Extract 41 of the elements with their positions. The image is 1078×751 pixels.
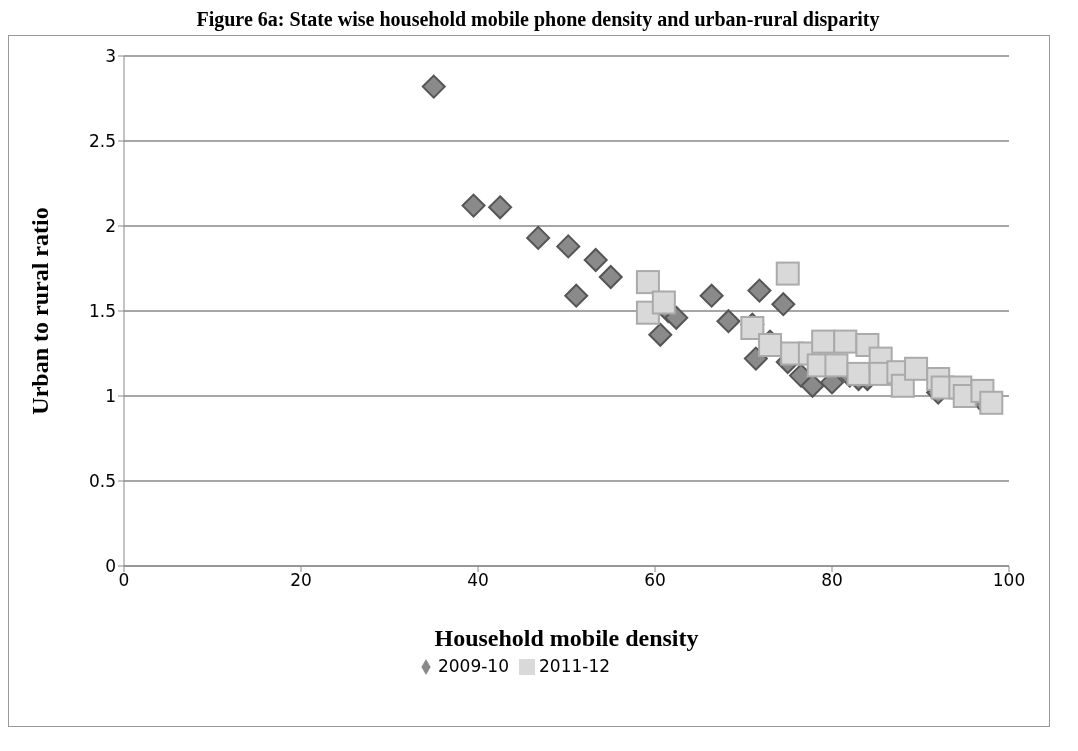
point (488, 195, 513, 220)
y-tick-label: 1 (105, 386, 116, 407)
point (635, 270, 660, 295)
point (758, 333, 783, 357)
point (526, 225, 551, 250)
legend-label: 2011-12 (539, 656, 611, 676)
point (461, 193, 486, 218)
point (651, 290, 676, 315)
x-tick-label: 0 (118, 570, 130, 591)
point (421, 74, 446, 99)
x-axis-title: Household mobile density (434, 625, 699, 651)
y-tick-label: 2 (105, 216, 116, 237)
point (699, 283, 724, 308)
point (716, 309, 741, 334)
y-tick-label: 0 (105, 556, 116, 577)
point (833, 329, 858, 354)
y-tick-label: 2.5 (88, 131, 116, 152)
chart-title: Figure 6a: State wise household mobile phone density and urban-rural disparity (195, 8, 881, 31)
point (648, 322, 673, 347)
x-tick-label: 20 (290, 570, 312, 591)
x-tick-label: 80 (821, 570, 843, 591)
point (564, 283, 589, 308)
point (824, 353, 849, 378)
y-tick-label: 0.5 (88, 471, 116, 492)
point (583, 248, 608, 272)
legend-label: 2009-10 (437, 656, 509, 676)
point (556, 234, 581, 259)
point (811, 329, 836, 354)
y-tick-label: 3 (105, 46, 116, 67)
x-tick-label: 100 (992, 570, 1026, 591)
point (775, 261, 800, 286)
point (904, 356, 929, 381)
y-axis-title: Urban to rural ratio (26, 207, 53, 415)
point (979, 390, 1004, 415)
point (598, 265, 623, 289)
point (771, 292, 796, 317)
point (740, 316, 765, 340)
x-tick-label: 40 (467, 570, 489, 591)
y-tick-label: 1.5 (88, 301, 116, 322)
point (747, 278, 772, 303)
x-tick-label: 60 (644, 570, 666, 591)
